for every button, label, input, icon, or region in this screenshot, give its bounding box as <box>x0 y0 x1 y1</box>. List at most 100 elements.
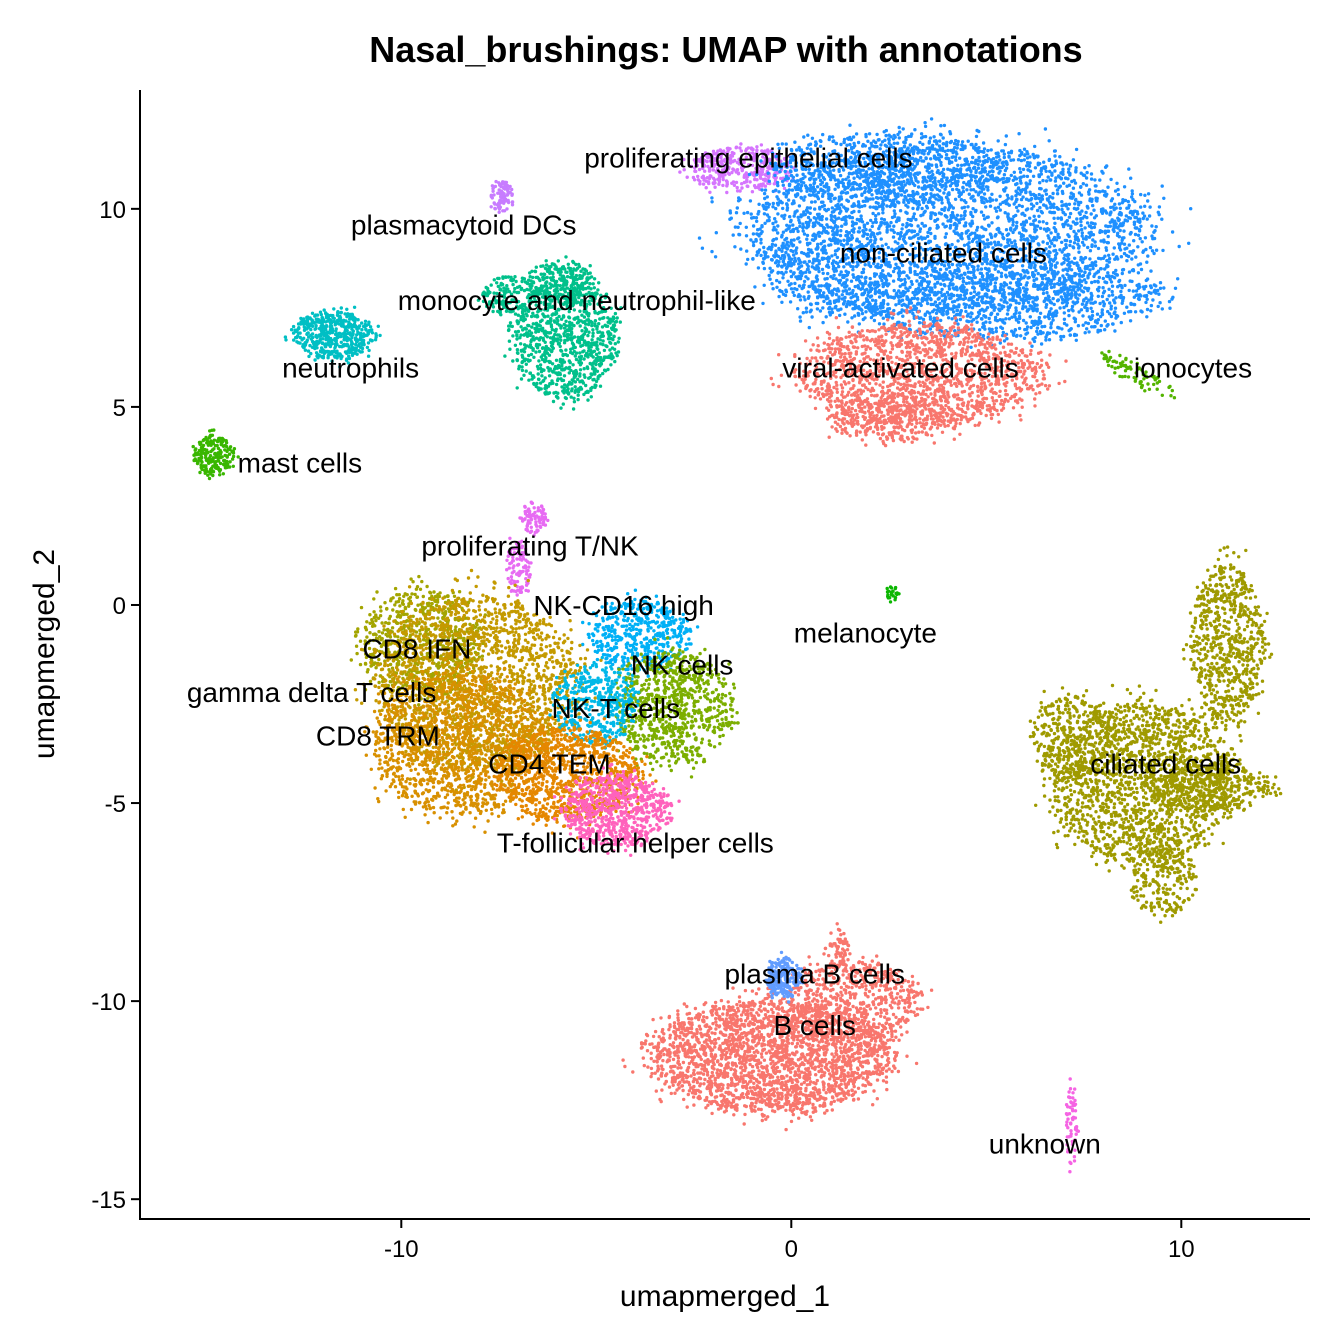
point <box>955 268 959 273</box>
point <box>902 179 906 184</box>
point <box>943 149 947 153</box>
point <box>824 185 828 189</box>
point <box>980 225 984 229</box>
point <box>1157 212 1161 217</box>
point <box>682 168 686 172</box>
point <box>733 158 737 163</box>
point <box>1060 200 1064 204</box>
point <box>1107 287 1111 291</box>
point <box>910 179 914 184</box>
point <box>1062 317 1067 321</box>
point <box>1125 219 1130 223</box>
point <box>1144 300 1148 305</box>
point <box>982 179 987 183</box>
point <box>953 145 957 150</box>
point <box>1071 281 1075 285</box>
point <box>1177 244 1181 249</box>
point <box>1049 178 1053 182</box>
point <box>717 182 721 186</box>
point <box>894 303 898 307</box>
point <box>983 197 988 201</box>
point <box>982 147 987 151</box>
point <box>900 227 904 231</box>
point <box>1009 173 1013 178</box>
point <box>894 292 898 296</box>
point <box>808 183 813 187</box>
point <box>844 215 849 219</box>
point <box>990 298 995 302</box>
point <box>890 202 894 207</box>
point <box>712 163 716 167</box>
point <box>887 282 891 286</box>
point <box>1115 255 1119 259</box>
point <box>788 220 793 224</box>
point <box>1117 279 1121 284</box>
point <box>1003 211 1007 215</box>
point <box>974 180 979 184</box>
point <box>777 190 781 194</box>
point <box>871 211 875 216</box>
point <box>701 153 705 157</box>
point <box>751 224 756 228</box>
point <box>1074 207 1079 211</box>
point <box>1025 174 1030 179</box>
point <box>1053 179 1058 183</box>
point <box>1120 223 1124 228</box>
point <box>881 180 885 184</box>
point <box>1042 287 1046 291</box>
point <box>956 163 960 167</box>
point <box>927 280 932 284</box>
point <box>1130 257 1134 261</box>
point <box>987 327 992 331</box>
point <box>1114 206 1118 210</box>
point <box>873 310 877 314</box>
point <box>916 240 920 245</box>
point <box>973 161 977 165</box>
point <box>759 143 764 147</box>
point <box>751 232 756 236</box>
point <box>837 295 841 299</box>
point <box>1022 158 1026 162</box>
point <box>872 318 877 323</box>
point <box>1046 197 1050 202</box>
point <box>1053 228 1058 232</box>
point <box>1111 252 1115 256</box>
point <box>978 190 982 194</box>
point <box>901 282 905 287</box>
point <box>1091 203 1095 208</box>
point <box>711 176 716 180</box>
point <box>868 205 872 209</box>
point <box>1012 272 1016 276</box>
point <box>878 231 882 235</box>
point <box>950 187 955 192</box>
point <box>767 179 771 183</box>
point <box>904 203 908 207</box>
point <box>1081 323 1085 327</box>
point <box>736 171 741 175</box>
point <box>1154 248 1159 252</box>
point <box>1044 302 1049 307</box>
point <box>804 310 809 314</box>
point <box>996 152 1000 156</box>
point <box>945 215 949 219</box>
point <box>829 199 833 203</box>
point <box>874 195 879 200</box>
point <box>905 198 910 202</box>
point <box>976 280 981 285</box>
point <box>1049 267 1053 272</box>
point <box>1087 235 1092 239</box>
point <box>785 208 789 212</box>
point <box>1127 270 1132 274</box>
point <box>1054 176 1058 180</box>
point <box>875 188 880 192</box>
point <box>1087 330 1091 334</box>
point <box>867 132 872 136</box>
point <box>944 295 948 299</box>
point <box>844 285 848 289</box>
point <box>881 207 885 212</box>
point <box>915 160 920 165</box>
point <box>1017 132 1021 136</box>
point <box>832 209 836 214</box>
point <box>1143 204 1147 208</box>
point <box>969 291 973 295</box>
